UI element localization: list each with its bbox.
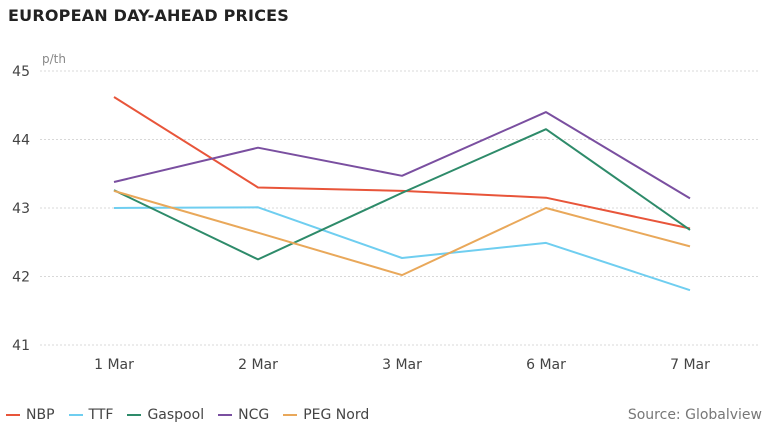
y-tick-label: 45 [12, 64, 30, 80]
x-tick-label: 6 Mar [526, 357, 566, 373]
y-axis-ticks: 41 42 43 44 45 [12, 64, 30, 354]
y-unit-label: p/th [42, 52, 66, 66]
legend-swatch [127, 414, 142, 416]
series-line-ncg [113, 111, 691, 200]
legend-label: TTF [88, 407, 114, 423]
legend-label: Gaspool [147, 407, 205, 423]
x-axis-ticks: 1 Mar 2 Mar 3 Mar 6 Mar 7 Mar [94, 357, 710, 373]
legend-swatch [218, 414, 233, 416]
x-tick-label: 1 Mar [94, 357, 134, 373]
legend-label: NBP [26, 407, 55, 423]
legend-swatch [68, 414, 83, 416]
series-line-nbp [113, 96, 691, 230]
y-tick-label: 44 [12, 133, 30, 149]
legend-item: TTF [68, 407, 114, 423]
x-tick-label: 7 Mar [670, 357, 710, 373]
legend-item: NCG [218, 407, 269, 423]
gridlines [40, 70, 760, 346]
legend-swatch [6, 414, 20, 416]
y-tick-label: 42 [12, 270, 30, 286]
legend-label: NCG [238, 407, 270, 423]
series-line-peg-nord [113, 189, 691, 277]
legend-swatch [283, 414, 298, 416]
legend-item: Gaspool [127, 407, 204, 423]
legend: NBP TTF Gaspool NCG PEG Nord [6, 407, 383, 423]
y-tick-label: 43 [12, 201, 30, 217]
series-line-ttf [113, 206, 691, 292]
chart-title: EUROPEAN DAY-AHEAD PRICES [8, 6, 289, 25]
legend-item: PEG Nord [283, 407, 369, 423]
y-tick-label: 41 [12, 338, 30, 354]
x-tick-label: 2 Mar [238, 357, 278, 373]
x-tick-label: 3 Mar [382, 357, 422, 373]
legend-item: NBP [6, 407, 55, 423]
series-line-gaspool [113, 128, 691, 261]
source-note: Source: Globalview [627, 407, 762, 423]
line-chart: p/th 41 42 43 44 45 1 Mar 2 Mar 3 Mar 6 Mar 7 Ma… [12, 52, 760, 373]
legend-label: PEG Nord [303, 407, 370, 423]
series-lines [113, 96, 691, 292]
